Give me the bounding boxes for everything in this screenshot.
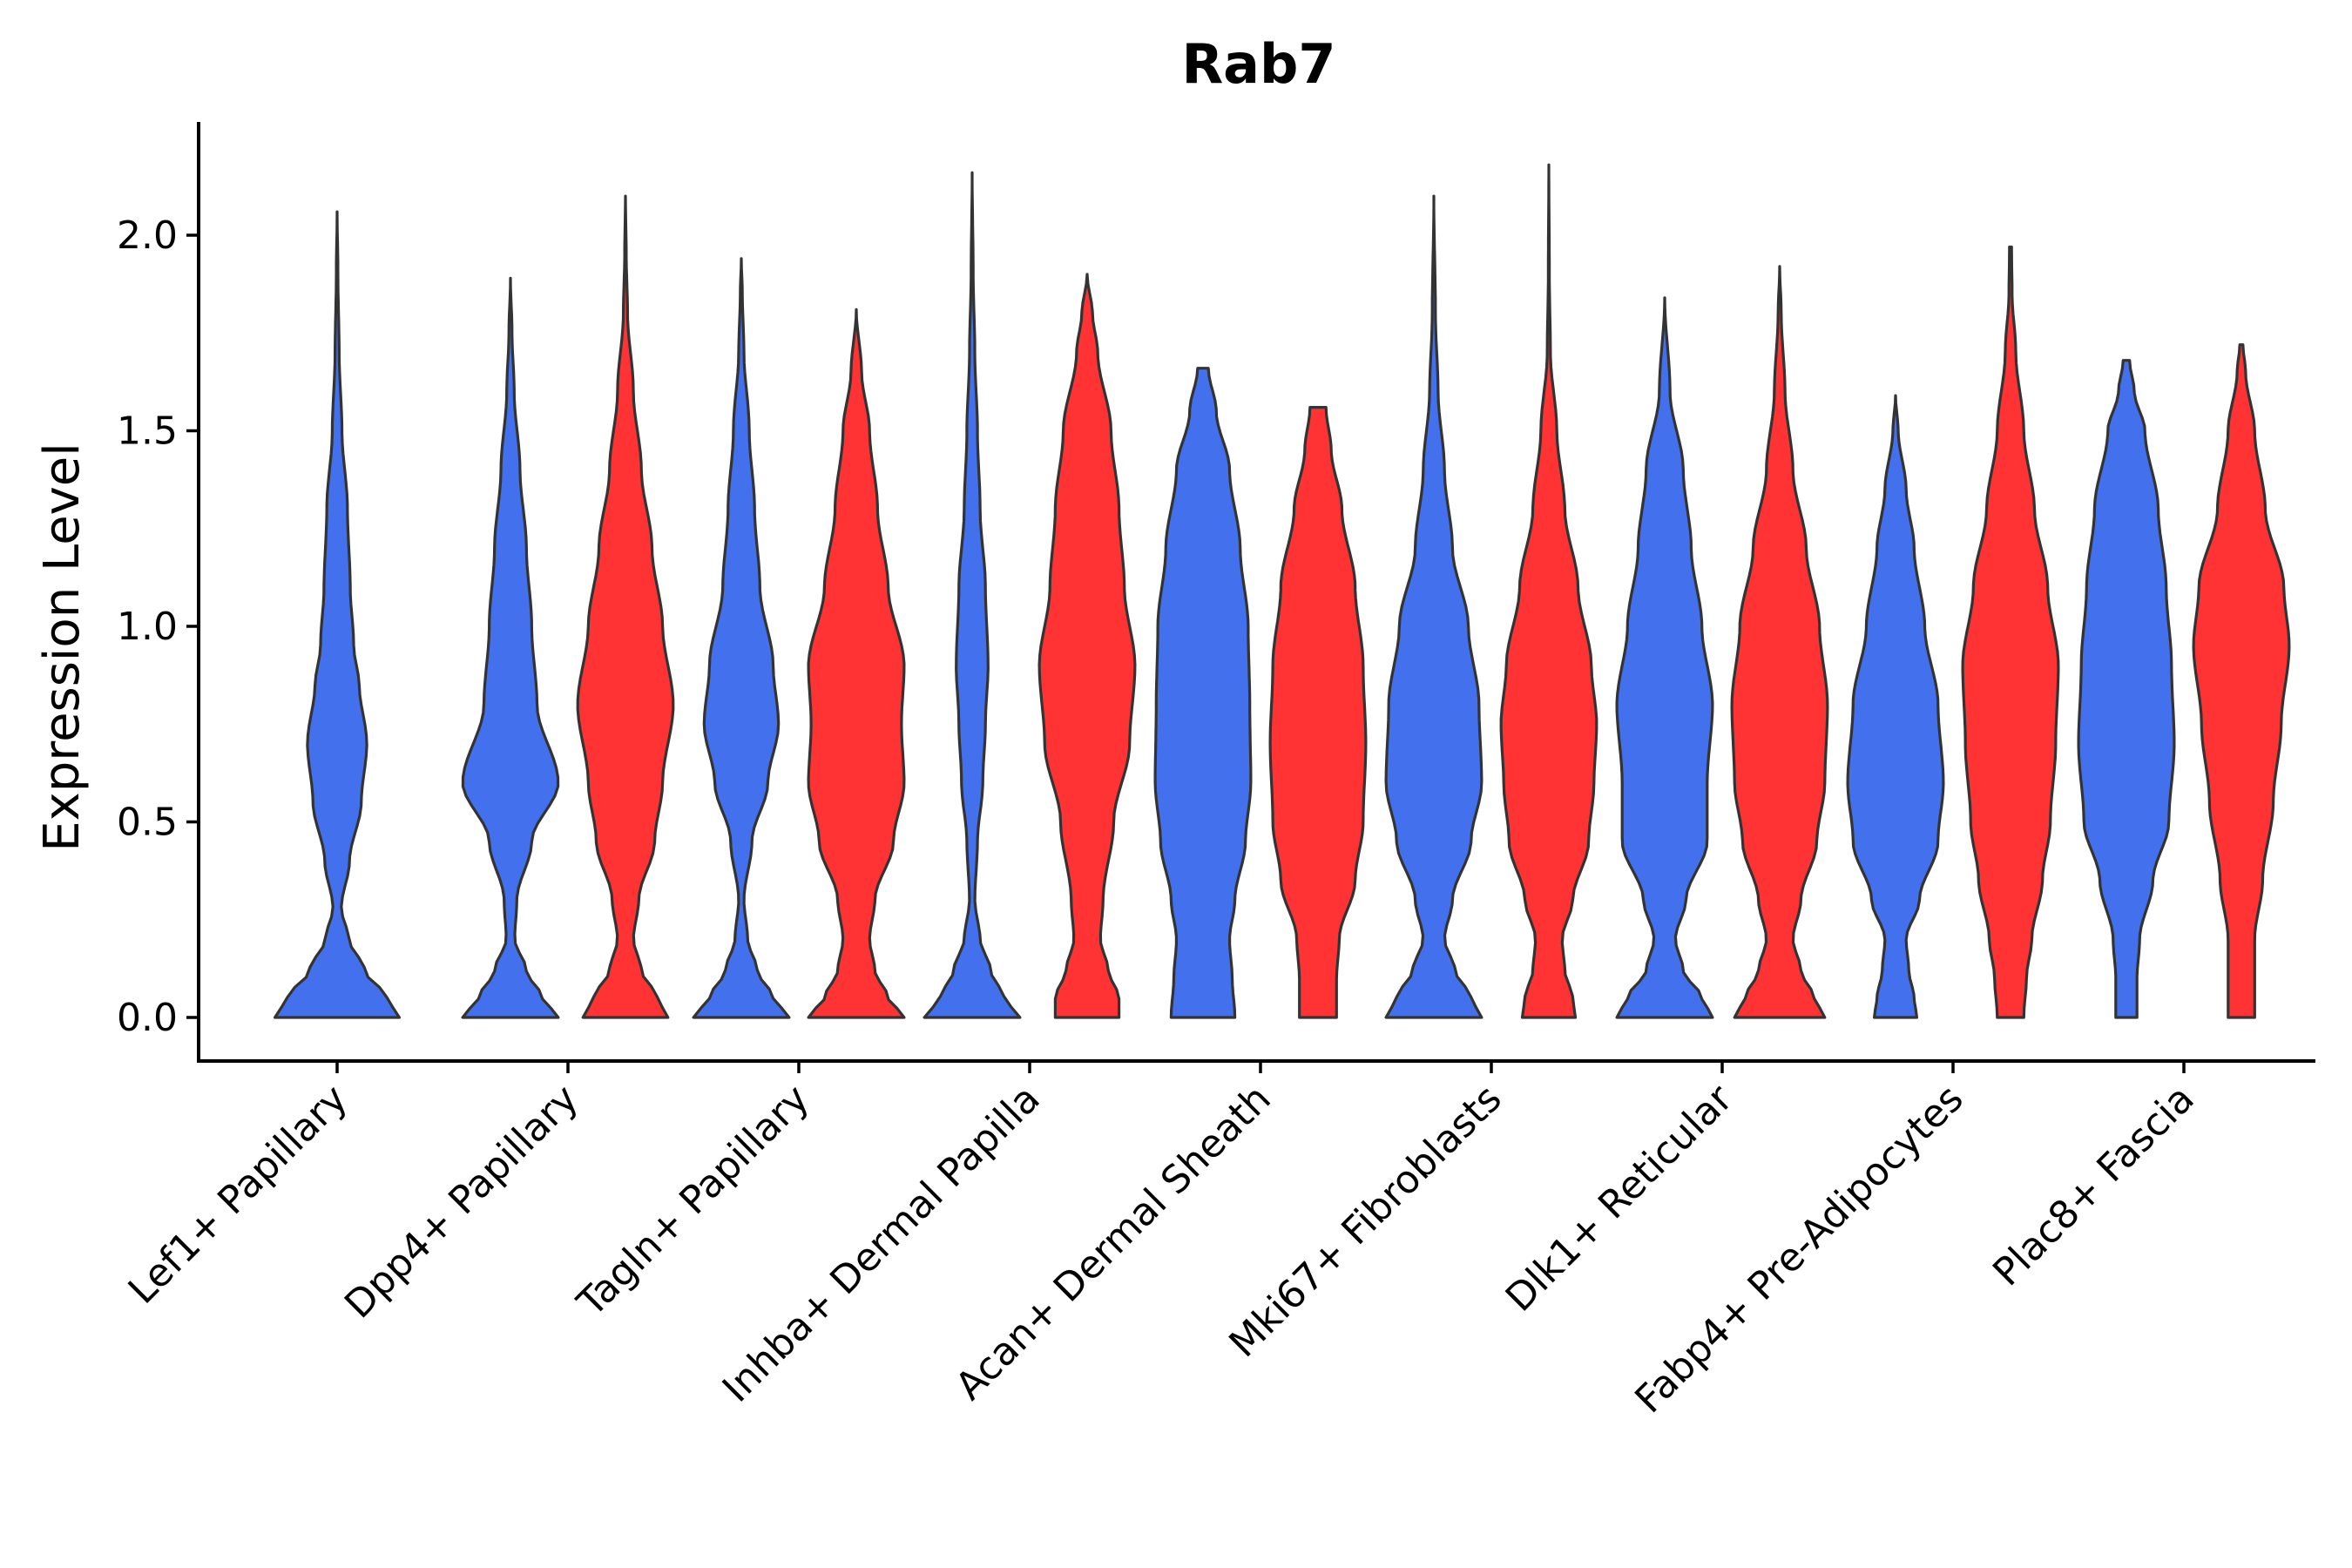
- y-tick-label: 1.0: [117, 605, 178, 649]
- violin-8-group-blue: [1153, 367, 1253, 1019]
- y-tick-label: 2.0: [117, 213, 178, 258]
- violin-4-group-blue: [692, 257, 791, 1019]
- x-tick-label: Dpp4+ Papillary: [336, 1077, 587, 1328]
- y-axis-title: Expression Level: [34, 443, 91, 852]
- violin-5-group-red: [807, 308, 906, 1019]
- violin-3-group-red: [576, 194, 675, 1019]
- y-tick-label: 0.0: [117, 996, 178, 1040]
- violin-2-group-blue: [461, 276, 560, 1019]
- violin-9-group-red: [1268, 406, 1368, 1019]
- x-tick-label: Plac8+ Fascia: [1984, 1077, 2203, 1295]
- violin-16-group-blue: [2077, 359, 2176, 1019]
- violin-11-group-red: [1499, 163, 1598, 1019]
- violin-17-group-red: [2192, 343, 2291, 1019]
- y-tick-label: 0.5: [117, 801, 178, 845]
- violin-13-group-red: [1730, 265, 1829, 1019]
- y-tick-label: 1.5: [117, 409, 178, 454]
- violin-1-group-blue: [274, 210, 401, 1019]
- x-tick-label: Dlk1+ Reticular: [1497, 1076, 1742, 1321]
- violin-10-group-blue: [1384, 194, 1484, 1019]
- chart-title: Rab7: [1181, 32, 1335, 96]
- x-tick-label: Tagln+ Papillary: [569, 1077, 818, 1326]
- violin-12-group-blue: [1615, 296, 1714, 1019]
- violin-6-group-blue: [923, 171, 1022, 1019]
- violin-7-group-red: [1037, 273, 1137, 1019]
- violin-15-group-red: [1961, 245, 2060, 1019]
- violins-layer: [274, 163, 2291, 1019]
- violin-14-group-blue: [1846, 394, 1945, 1019]
- x-tick-label: Lef1+ Papillary: [120, 1077, 356, 1313]
